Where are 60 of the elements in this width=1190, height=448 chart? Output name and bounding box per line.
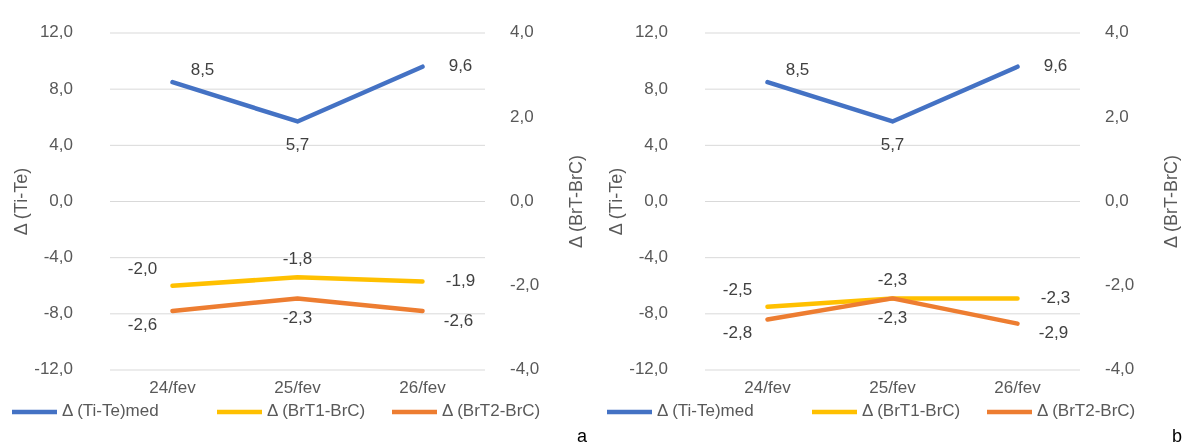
data-label: 9,6 [448,56,473,76]
data-label: -1,9 [445,271,476,291]
data-label: -2,3 [877,307,908,327]
data-label: -2,6 [127,314,158,334]
text: b [1171,425,1182,446]
data-label: -2,9 [1038,323,1069,343]
y2-tick-label: 0,0 [510,190,534,210]
data-label: 5,7 [285,134,310,154]
y2-tick-label: 0,0 [1105,190,1129,210]
y-tick-label: -4,0 [43,247,73,267]
y-tick-label: 4,0 [49,134,73,154]
y-axis-title: Δ (Ti-Te) [605,167,626,236]
y-tick-label: -12,0 [629,359,668,379]
y-tick-label: 0,0 [644,190,668,210]
data-label: 5,7 [880,134,905,154]
y2-tick-label: -2,0 [1105,275,1135,295]
data-label: -2,3 [282,307,313,327]
data-label: -2,6 [443,310,474,330]
y2-tick-label: 2,0 [510,106,534,126]
x-tick-label: 24/fev [149,378,197,398]
legend-label: Δ (BrT2-BrC) [442,401,541,421]
legend-label: Δ (Ti-Te)med [657,401,754,421]
data-label: 8,5 [785,59,810,79]
y2-tick-label: -4,0 [510,359,540,379]
y-tick-label: 4,0 [644,134,668,154]
y2-axis-title: Δ (BrT-BrC) [565,154,586,249]
y2-tick-label: 2,0 [1105,106,1129,126]
data-label: 8,5 [190,59,215,79]
y-tick-label: -8,0 [638,303,668,323]
text: a [576,425,588,446]
legend-label: Δ (Ti-Te)med [62,401,159,421]
y2-tick-label: 4,0 [510,22,534,42]
y-tick-label: 12,0 [39,22,73,42]
x-tick-label: 26/fev [994,378,1042,398]
y2-axis-title: Δ (BrT-BrC) [1160,154,1181,249]
y-tick-label: -4,0 [638,247,668,267]
data-label: -2,3 [1040,287,1071,307]
legend-label: Δ (BrT1-BrC) [267,401,366,421]
data-label: -2,0 [127,259,158,279]
x-tick-label: 25/fev [274,378,322,398]
x-tick-label: 26/fev [399,378,447,398]
data-label: -2,5 [722,280,753,300]
y2-tick-label: 4,0 [1105,22,1129,42]
y-tick-label: 12,0 [634,22,668,42]
y-tick-label: 8,0 [49,78,73,98]
data-label: -2,8 [722,322,753,342]
y-tick-label: -8,0 [43,303,73,323]
data-label: -2,3 [877,269,908,289]
data-label: 9,6 [1043,56,1068,76]
legend-label: Δ (BrT1-BrC) [862,401,961,421]
legend-label: Δ (BrT2-BrC) [1037,401,1136,421]
x-tick-label: 25/fev [869,378,917,398]
y-tick-label: -12,0 [34,359,73,379]
data-label: -1,8 [282,248,313,268]
y-axis-title: Δ (Ti-Te) [10,167,31,236]
x-tick-label: 24/fev [744,378,792,398]
y-tick-label: 8,0 [644,78,668,98]
y2-tick-label: -4,0 [1105,359,1135,379]
y2-tick-label: -2,0 [510,275,540,295]
y-tick-label: 0,0 [49,190,73,210]
